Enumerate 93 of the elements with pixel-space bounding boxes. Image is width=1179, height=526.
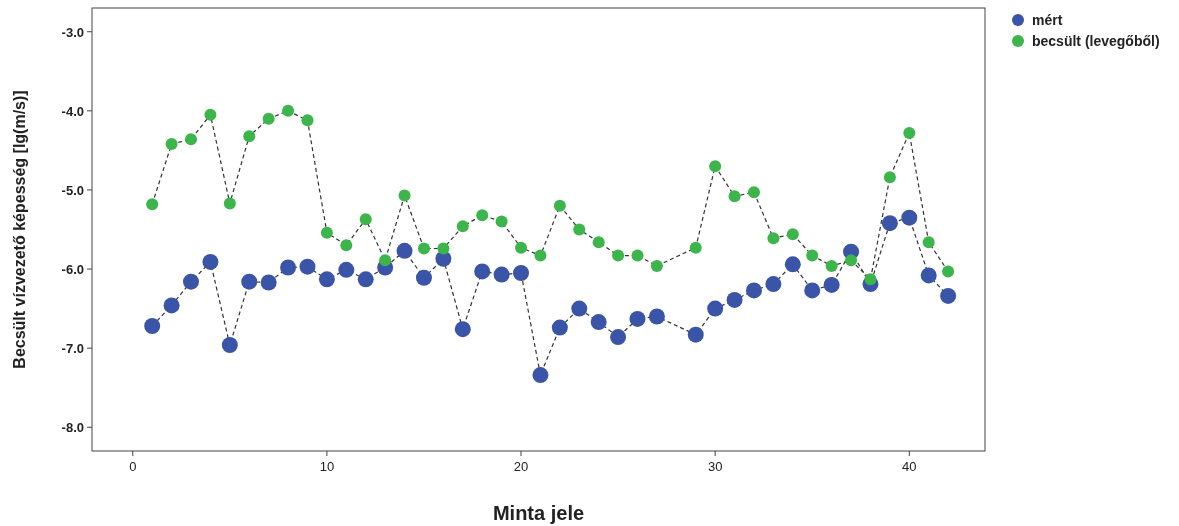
point	[359, 213, 372, 226]
point	[553, 199, 566, 212]
point	[920, 267, 937, 284]
point	[767, 232, 780, 245]
point	[864, 273, 877, 286]
y-tick-label: -6.0	[61, 262, 84, 278]
y-tick-label: -8.0	[61, 420, 84, 436]
point	[940, 287, 957, 304]
point	[338, 261, 355, 278]
point	[221, 337, 238, 353]
point	[515, 241, 528, 254]
x-tick-label: 20	[513, 459, 529, 474]
point	[823, 276, 840, 293]
point	[592, 236, 605, 249]
point	[825, 259, 838, 272]
point	[631, 249, 644, 262]
point	[534, 249, 547, 262]
point	[299, 258, 316, 275]
point	[493, 266, 510, 283]
point	[243, 130, 256, 143]
point	[573, 223, 586, 236]
legend-label: becsült (levegőből)	[1032, 33, 1160, 49]
point	[146, 198, 159, 211]
point	[280, 259, 297, 276]
y-tick-label: -3.0	[61, 24, 84, 40]
point	[495, 215, 508, 228]
point	[903, 126, 916, 139]
point	[648, 308, 665, 325]
point	[379, 254, 392, 267]
point	[804, 282, 821, 299]
point	[747, 186, 760, 199]
point	[728, 190, 741, 203]
point	[532, 367, 549, 384]
y-tick-label: -4.0	[61, 103, 84, 119]
point	[650, 259, 663, 272]
point	[942, 265, 955, 278]
point	[165, 138, 178, 151]
point	[786, 228, 799, 241]
x-tick-label: 10	[319, 459, 335, 474]
y-axis-title: Becsült vízvezető képesség [lg(m/s)]	[11, 90, 28, 369]
point	[396, 242, 413, 259]
point	[320, 226, 333, 239]
point	[612, 249, 625, 262]
point	[340, 239, 353, 252]
point	[922, 236, 935, 249]
point	[709, 160, 722, 173]
point	[689, 241, 702, 254]
point	[726, 291, 743, 308]
point	[474, 263, 491, 280]
point	[241, 273, 258, 290]
point	[765, 276, 782, 293]
point	[415, 269, 432, 286]
x-tick-label: 30	[707, 459, 723, 474]
x-axis-title: Minta jele	[492, 502, 585, 524]
legend-label: mért	[1032, 12, 1063, 28]
point	[456, 220, 469, 233]
point	[282, 104, 295, 117]
point	[144, 318, 161, 335]
y-tick-label: -5.0	[61, 182, 84, 198]
point	[202, 253, 219, 270]
point	[629, 310, 646, 327]
point	[204, 108, 217, 121]
point	[610, 329, 627, 346]
point	[398, 189, 411, 202]
point	[454, 321, 471, 338]
point	[163, 297, 180, 314]
point	[883, 171, 896, 184]
x-tick-label: 40	[902, 459, 917, 474]
point	[476, 209, 489, 222]
x-tick-label: 0	[129, 459, 137, 474]
point	[357, 271, 374, 288]
point	[318, 271, 335, 288]
point	[687, 326, 704, 343]
point	[260, 274, 277, 291]
point	[183, 273, 200, 290]
point	[301, 114, 314, 127]
point	[513, 265, 530, 282]
point	[437, 242, 450, 255]
point	[262, 112, 275, 125]
point	[806, 249, 819, 262]
point	[590, 314, 607, 331]
point	[845, 254, 858, 267]
point	[551, 319, 568, 336]
point	[707, 300, 724, 317]
point	[901, 209, 918, 226]
y-tick-label: -7.0	[61, 341, 84, 357]
point	[223, 197, 236, 210]
point	[745, 282, 762, 299]
point	[185, 133, 198, 146]
point	[571, 300, 588, 317]
point	[784, 256, 801, 273]
point	[417, 242, 430, 255]
point	[881, 215, 898, 232]
